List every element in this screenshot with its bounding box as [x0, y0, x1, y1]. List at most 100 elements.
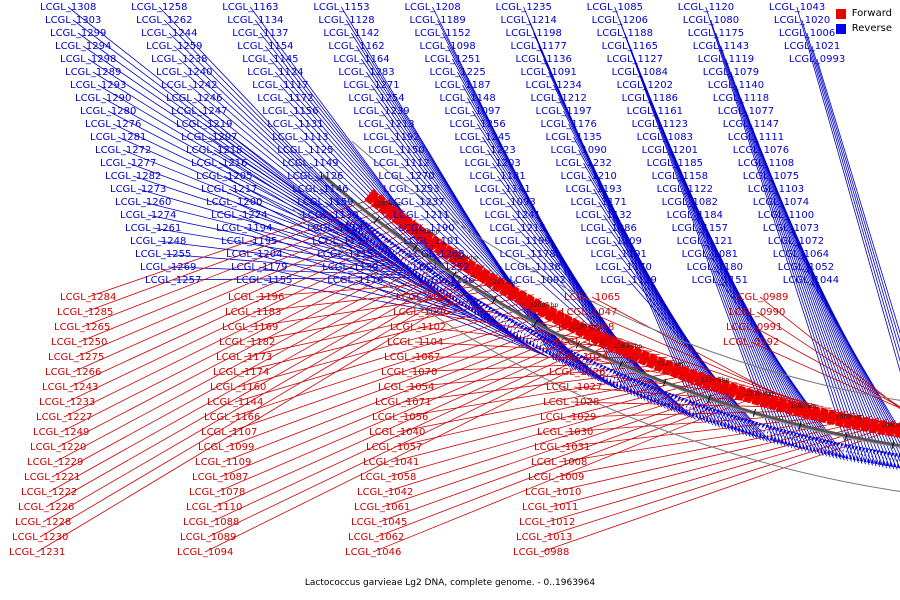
- reverse-gene-label: LCGL_1163: [222, 2, 278, 13]
- reverse-gene-arrow: [435, 277, 446, 291]
- reverse-gene-label: LCGL_1209: [586, 236, 642, 247]
- reverse-gene-label: LCGL_1080: [683, 15, 739, 26]
- leader-line: [204, 341, 630, 553]
- forward-gene-arrow: [521, 293, 535, 310]
- reverse-gene-label: LCGL_1135: [546, 132, 602, 143]
- reverse-gene-arrow: [476, 302, 487, 317]
- reverse-gene-label: LCGL_1103: [748, 184, 804, 195]
- reverse-gene-label: LCGL_1171: [571, 197, 627, 208]
- reverse-gene-label: LCGL_1020: [774, 15, 830, 26]
- reverse-gene-arrow: [423, 269, 434, 283]
- reverse-gene-arrow: [798, 434, 805, 449]
- forward-gene-arrow: [574, 321, 588, 338]
- reverse-gene-label: LCGL_1072: [768, 236, 824, 247]
- scale-tick-label: 1080 kbp: [790, 403, 818, 410]
- reverse-gene-arrow: [541, 338, 551, 353]
- leader-line: [63, 233, 437, 418]
- leader-line: [598, 201, 751, 437]
- forward-gene-arrow: [877, 420, 888, 436]
- forward-gene-arrow: [702, 374, 714, 391]
- reverse-gene-arrow: [411, 260, 422, 275]
- leader-line: [163, 19, 421, 282]
- reverse-gene-arrow: [473, 300, 484, 315]
- reverse-gene-label: LCGL_1248: [130, 236, 186, 247]
- reverse-gene-label: LCGL_1082: [662, 197, 718, 208]
- reverse-gene-label: LCGL_1145: [242, 54, 298, 65]
- forward-gene-arrow: [567, 317, 580, 334]
- reverse-gene-label: LCGL_1197: [536, 106, 592, 117]
- reverse-gene-arrow: [377, 237, 389, 251]
- reverse-gene-arrow: [730, 415, 738, 430]
- reverse-gene-label: LCGL_1239: [353, 106, 409, 117]
- forward-gene-arrow: [491, 276, 505, 293]
- forward-gene-arrow: [447, 249, 462, 266]
- reverse-gene-arrow: [780, 429, 787, 444]
- leader-line: [225, 317, 578, 448]
- reverse-gene-arrow: [758, 423, 766, 439]
- forward-gene-arrow: [506, 285, 520, 302]
- reverse-gene-label: LCGL_1180: [687, 262, 743, 273]
- reverse-gene-arrow: [538, 336, 548, 351]
- genome-backbone-shadow: [321, 176, 900, 448]
- leader-line: [246, 290, 527, 343]
- reverse-gene-label: LCGL_1148: [439, 93, 495, 104]
- reverse-gene-label: LCGL_1139: [322, 262, 378, 273]
- scale-tick-label: 1280 kbp: [374, 201, 402, 208]
- forward-gene-label: LCGL_1013: [516, 532, 572, 543]
- reverse-gene-arrow: [441, 281, 453, 295]
- leader-line: [147, 214, 401, 268]
- reverse-gene-label: LCGL_1136: [516, 54, 572, 65]
- reverse-gene-arrow: [595, 364, 604, 379]
- reverse-gene-label: LCGL_1006: [779, 28, 835, 39]
- reverse-gene-label: LCGL_1299: [50, 28, 106, 39]
- forward-gene-label: LCGL_1008: [531, 457, 587, 468]
- scale-tick: [451, 271, 457, 279]
- reverse-gene-arrow: [348, 214, 360, 228]
- reverse-gene-label: LCGL_1064: [773, 249, 829, 260]
- reverse-gene-arrow: [345, 212, 357, 226]
- leader-line: [97, 84, 372, 247]
- reverse-gene-arrow: [502, 317, 512, 332]
- forward-gene-label: LCGL_1094: [177, 547, 233, 558]
- leader-line: [540, 427, 900, 553]
- reverse-gene-label: LCGL_1177: [511, 41, 567, 52]
- leader-line: [603, 214, 755, 438]
- leader-line: [720, 45, 863, 464]
- reverse-gene-label: LCGL_1214: [501, 15, 557, 26]
- leader-line: [92, 71, 369, 244]
- forward-gene-label: LCGL_0992: [723, 337, 779, 348]
- reverse-gene-arrow: [766, 425, 773, 441]
- reverse-gene-arrow: [667, 393, 675, 408]
- forward-gene-label: LCGL_1104: [387, 337, 443, 348]
- leader-line: [219, 324, 593, 478]
- forward-gene-label: LCGL_1045: [351, 517, 407, 528]
- reverse-gene-label: LCGL_1091: [521, 67, 577, 78]
- reverse-gene-arrow: [574, 354, 584, 369]
- reverse-gene-label: LCGL_1192: [363, 132, 419, 143]
- forward-gene-label: LCGL_1102: [390, 322, 446, 333]
- forward-gene-label: LCGL_1065: [564, 292, 620, 303]
- reverse-gene-arrow: [867, 448, 874, 464]
- reverse-gene-label: LCGL_1308: [40, 2, 96, 13]
- leader-line: [585, 326, 792, 399]
- forward-gene-label: LCGL_1089: [180, 532, 236, 543]
- forward-gene-arrow: [843, 413, 855, 429]
- reverse-gene-label: LCGL_1293: [70, 80, 126, 91]
- forward-gene-arrow: [598, 332, 611, 349]
- reverse-gene-arrow: [649, 387, 658, 402]
- reverse-gene-arrow: [512, 322, 522, 337]
- genome-backbone: [292, 141, 900, 492]
- reverse-gene-arrow: [463, 295, 474, 309]
- forward-gene-label: LCGL_1095: [396, 292, 452, 303]
- reverse-gene-label: LCGL_1119: [698, 54, 754, 65]
- reverse-gene-arrow: [663, 392, 672, 407]
- reverse-gene-label: LCGL_1257: [145, 275, 201, 286]
- reverse-gene-label: LCGL_1149: [282, 158, 338, 169]
- reverse-gene-label: LCGL_1172: [257, 93, 313, 104]
- reverse-gene-arrow: [492, 312, 503, 326]
- reverse-gene-arrow: [653, 388, 662, 403]
- reverse-gene-arrow: [445, 283, 456, 297]
- leader-line: [390, 376, 722, 463]
- gene-labels: LCGL_1308 LCGL_1303 LCGL_1299 LCGL_1294 LCGL…: [9, 2, 845, 558]
- forward-gene-label: LCGL_1071: [375, 397, 431, 408]
